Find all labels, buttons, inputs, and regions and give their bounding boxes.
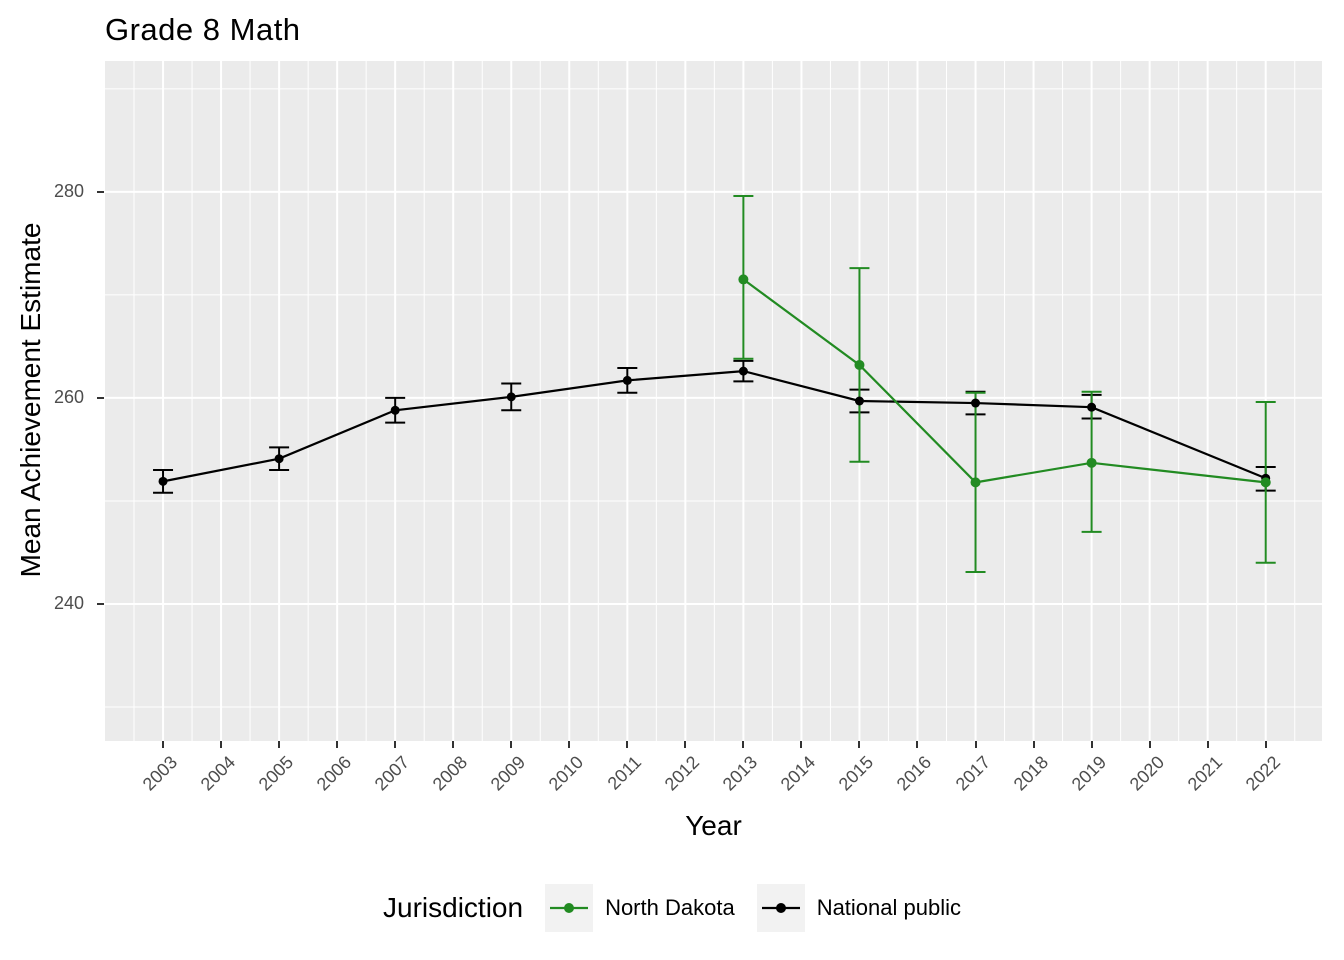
data-point-national-public [622,375,632,385]
x-tick-mark [452,741,455,748]
x-tick-mark [1148,741,1151,748]
plot-title: Grade 8 Math [105,12,301,47]
x-tick-label: 2012 [661,752,704,795]
x-tick-label: 2004 [196,752,240,795]
legend-label: National public [816,895,961,920]
x-tick-mark [510,741,513,748]
x-tick-label: 2015 [835,752,878,795]
x-tick-label: 2006 [312,752,356,795]
x-tick-mark [162,741,165,748]
data-point-national-public [158,476,168,486]
data-point-national-public [738,366,748,376]
x-tick-label: 2011 [603,752,646,794]
y-axis-title: Mean Achievement Estimate [15,222,46,578]
x-tick-label: 2003 [138,752,182,795]
x-tick-mark [1032,741,1035,748]
legend-key-icon [756,884,805,932]
chart-panel [105,61,1322,741]
x-tick-mark [626,741,629,748]
data-point-national-public [1087,402,1097,412]
data-point-national-public [971,398,981,408]
series-line-national-public [162,370,1267,483]
data-point-north-dakota [1260,477,1271,488]
y-tick-mark [97,602,104,605]
x-tick-mark [568,741,571,748]
x-tick-mark [1206,741,1209,748]
x-tick-mark [742,741,745,748]
x-tick-label: 2010 [544,752,588,795]
data-point-national-public [274,454,284,464]
data-point-national-public [854,396,864,406]
x-tick-mark [394,741,397,748]
x-axis-title: Year [685,810,742,841]
x-tick-mark [800,741,803,748]
data-point-north-dakota [854,359,865,370]
x-tick-label: 2008 [428,752,472,795]
legend-key-icon [545,884,594,932]
x-tick-mark [220,741,223,748]
legend-items: North Dakota National public [545,884,961,932]
legend-item-north-dakota: North Dakota [545,884,735,932]
x-tick-label: 2019 [1067,752,1110,795]
y-tick-mark [97,190,104,193]
x-tick-mark [1090,741,1093,748]
x-tick-mark [974,741,977,748]
y-tick-mark [97,396,104,399]
x-tick-label: 2020 [1125,752,1168,795]
y-tick-label: 280 [53,180,84,201]
x-tick-label: 2021 [1183,752,1226,795]
x-tick-label: 2022 [1241,752,1284,795]
legend-title: Jurisdiction [383,892,524,923]
data-point-national-public [506,392,516,402]
x-tick-mark [916,741,919,748]
x-tick-label: 2016 [893,752,936,795]
x-tick-label: 2017 [951,752,994,795]
x-tick-mark [858,741,861,748]
x-tick-mark [684,741,687,748]
data-point-north-dakota [970,477,981,488]
data-point-national-public [390,405,400,415]
x-tick-label: 2018 [1009,752,1052,795]
legend-label: North Dakota [605,895,735,920]
legend: Jurisdiction North Dakota National public [0,880,1344,936]
x-tick-mark [1264,741,1267,748]
chart-canvas [105,61,1322,741]
x-tick-label: 2014 [777,752,820,795]
x-tick-mark [336,741,339,748]
x-tick-label: 2013 [719,752,762,795]
x-tick-label: 2009 [486,752,530,795]
x-tick-label: 2005 [254,752,298,795]
x-tick-label: 2007 [370,752,414,795]
legend-item-national-public: National public [756,884,961,932]
data-point-north-dakota [738,274,749,285]
y-tick-label: 240 [53,592,84,613]
data-point-north-dakota [1086,457,1097,468]
x-tick-mark [278,741,281,748]
